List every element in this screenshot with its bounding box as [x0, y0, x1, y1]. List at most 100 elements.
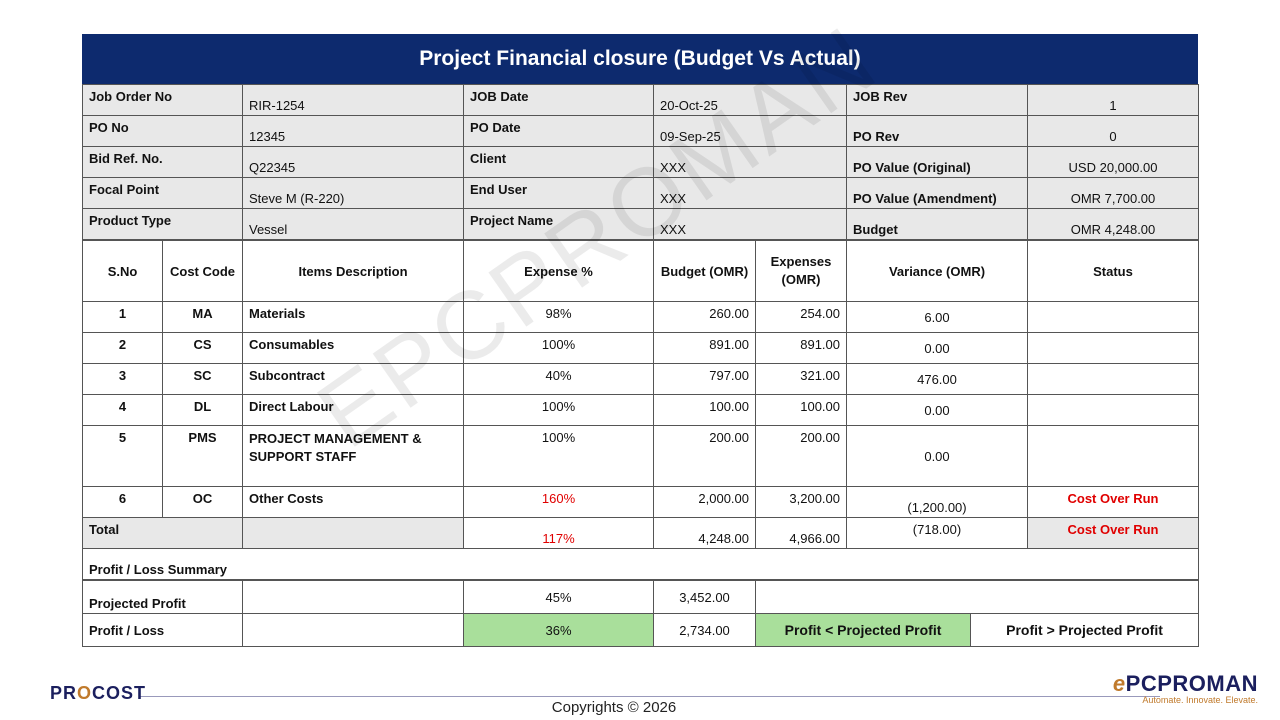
- row-expenses: 200.00: [755, 425, 847, 487]
- row-code: CS: [162, 332, 243, 364]
- product-type-value: Vessel: [242, 208, 464, 240]
- profit-loss-pct: 36%: [463, 613, 654, 647]
- row-variance: 0.00: [846, 394, 1028, 426]
- profit-loss-label: Profit / Loss: [82, 613, 243, 647]
- row-sno: 4: [82, 394, 163, 426]
- row-code: MA: [162, 301, 243, 333]
- budget-value: OMR 4,248.00: [1027, 208, 1199, 240]
- row-budget: 2,000.00: [653, 486, 756, 518]
- row-desc: Direct Labour: [242, 394, 464, 426]
- budget-label: Budget: [846, 208, 1028, 240]
- bid-ref-label: Bid Ref. No.: [82, 146, 243, 178]
- copyright: Copyrights © 2026: [551, 699, 677, 716]
- client-label: Client: [463, 146, 654, 178]
- total-expenses: 4,966.00: [755, 517, 847, 549]
- job-date-label: JOB Date: [463, 84, 654, 116]
- row-code: PMS: [162, 425, 243, 487]
- job-order-no-label: Job Order No: [82, 84, 243, 116]
- row-status: [1027, 425, 1199, 487]
- header-sno: S.No: [82, 240, 163, 302]
- job-rev-label: JOB Rev: [846, 84, 1028, 116]
- end-user-label: End User: [463, 177, 654, 209]
- table-row: 4 DL Direct Labour 100% 100.00 100.00 0.…: [82, 394, 1199, 426]
- row-budget: 200.00: [653, 425, 756, 487]
- profit-greater-than-projected: Profit > Projected Profit: [970, 613, 1199, 647]
- row-expenses: 321.00: [755, 363, 847, 395]
- table-row: 1 MA Materials 98% 260.00 254.00 6.00: [82, 301, 1199, 333]
- procost-logo-part: PR: [50, 683, 78, 703]
- row-sno: 1: [82, 301, 163, 333]
- epcproman-tagline: Automate. Innovate. Elevate.: [1142, 695, 1258, 705]
- total-row: Total 117% 4,248.00 4,966.00 (718.00) Co…: [82, 517, 1199, 549]
- row-status: Cost Over Run: [1027, 486, 1199, 518]
- row-variance: 0.00: [846, 425, 1028, 487]
- row-status: [1027, 394, 1199, 426]
- procost-logo-o: O: [77, 683, 93, 703]
- row-status: [1027, 301, 1199, 333]
- row-desc: Other Costs: [242, 486, 464, 518]
- row-sno: 2: [82, 332, 163, 364]
- total-pct: 117%: [463, 517, 654, 549]
- row-code: SC: [162, 363, 243, 395]
- projected-profit-value: 3,452.00: [653, 580, 756, 614]
- table-row: 2 CS Consumables 100% 891.00 891.00 0.00: [82, 332, 1199, 364]
- row-sno: 6: [82, 486, 163, 518]
- row-variance: 476.00: [846, 363, 1028, 395]
- procost-logo-rest: COST: [92, 683, 147, 703]
- row-code: OC: [162, 486, 243, 518]
- row-desc: Materials: [242, 301, 464, 333]
- row-budget: 260.00: [653, 301, 756, 333]
- table-row: 5 PMS PROJECT MANAGEMENT & SUPPORT STAFF…: [82, 425, 1199, 487]
- row-variance: 6.00: [846, 301, 1028, 333]
- po-no-value: 12345: [242, 115, 464, 147]
- epcproman-logo-e: e: [1112, 671, 1126, 696]
- total-empty: [242, 517, 464, 549]
- row-status: [1027, 332, 1199, 364]
- summary-table: Projected Profit 45% 3,452.00 Profit / L…: [82, 580, 1199, 647]
- product-type-label: Product Type: [82, 208, 243, 240]
- bid-ref-value: Q22345: [242, 146, 464, 178]
- end-user-value: XXX: [653, 177, 847, 209]
- projected-profit-blank: [755, 580, 1199, 614]
- profit-loss-empty: [242, 613, 464, 647]
- cost-table: S.No Cost Code Items Description Expense…: [82, 240, 1199, 580]
- total-label: Total: [82, 517, 243, 549]
- po-value-amendment-value: OMR 7,700.00: [1027, 177, 1199, 209]
- row-status: [1027, 363, 1199, 395]
- row-sno: 3: [82, 363, 163, 395]
- profit-loss-value: 2,734.00: [653, 613, 756, 647]
- row-expenses: 891.00: [755, 332, 847, 364]
- total-variance: (718.00): [846, 517, 1028, 549]
- row-pct: 100%: [463, 425, 654, 487]
- financial-closure-sheet: Project Financial closure (Budget Vs Act…: [82, 34, 1199, 647]
- sheet-title: Project Financial closure (Budget Vs Act…: [82, 34, 1198, 84]
- projected-profit-empty: [242, 580, 464, 614]
- header-items: Items Description: [242, 240, 464, 302]
- po-date-label: PO Date: [463, 115, 654, 147]
- po-no-label: PO No: [82, 115, 243, 147]
- row-pct: 100%: [463, 332, 654, 364]
- row-pct: 160%: [463, 486, 654, 518]
- po-value-original-label: PO Value (Original): [846, 146, 1028, 178]
- epcproman-logo-rest: PCPROMAN: [1125, 671, 1258, 696]
- projected-profit-label: Projected Profit: [82, 580, 243, 614]
- job-order-no-value: RIR-1254: [242, 84, 464, 116]
- focal-point-value: Steve M (R-220): [242, 177, 464, 209]
- po-rev-value: 0: [1027, 115, 1199, 147]
- header-budget: Budget (OMR): [653, 240, 756, 302]
- focal-point-label: Focal Point: [82, 177, 243, 209]
- po-rev-label: PO Rev: [846, 115, 1028, 147]
- total-status: Cost Over Run: [1027, 517, 1199, 549]
- row-budget: 100.00: [653, 394, 756, 426]
- profit-loss-summary-heading: Profit / Loss Summary: [82, 548, 1199, 580]
- header-expenses: Expenses (OMR): [755, 240, 847, 302]
- row-variance: (1,200.00): [846, 486, 1028, 518]
- project-name-label: Project Name: [463, 208, 654, 240]
- procost-logo: PROCOST: [50, 683, 146, 704]
- row-pct: 40%: [463, 363, 654, 395]
- header-expense-pct: Expense %: [463, 240, 654, 302]
- row-pct: 100%: [463, 394, 654, 426]
- row-budget: 797.00: [653, 363, 756, 395]
- epcproman-logo: ePCPROMAN Automate. Innovate. Elevate.: [1113, 671, 1258, 705]
- header-status: Status: [1027, 240, 1199, 302]
